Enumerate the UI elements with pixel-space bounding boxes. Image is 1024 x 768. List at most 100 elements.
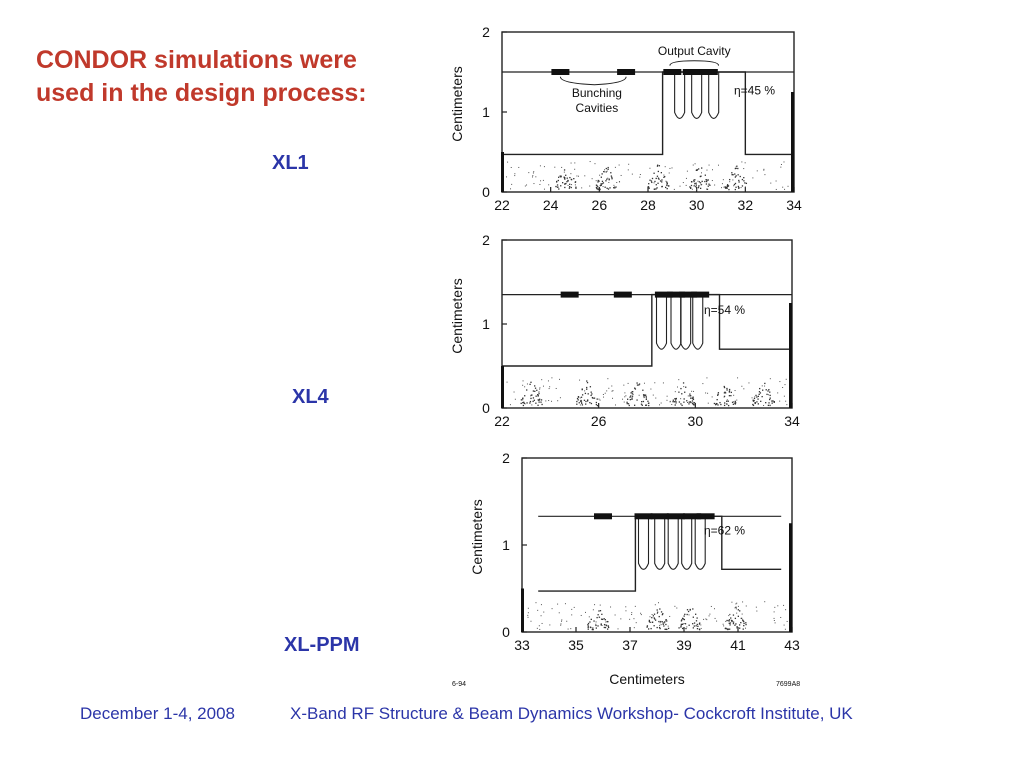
beam-bunch	[555, 169, 577, 190]
x-tick-label: 39	[676, 637, 692, 653]
efficiency-label: η=45 %	[734, 83, 775, 97]
y-tick-label: 2	[482, 232, 490, 248]
beam-bunch	[689, 167, 711, 190]
output-cavity-finger	[655, 294, 668, 350]
y-tick-label: 2	[502, 450, 510, 466]
cavity-block	[613, 291, 632, 298]
figure-code-left: 6-94	[452, 681, 466, 688]
y-axis-label: Centimeters	[449, 278, 465, 353]
cavity-block	[667, 291, 685, 298]
footer-event: X-Band RF Structure & Beam Dynamics Work…	[290, 704, 853, 723]
output-cavity-finger	[670, 294, 682, 350]
x-tick-label: 30	[688, 413, 704, 429]
beam-bunch	[752, 382, 775, 407]
cavity-block	[654, 291, 673, 298]
y-axis-label: Centimeters	[469, 499, 485, 574]
annotation-text: Bunching	[572, 86, 622, 100]
right-wall-bar	[789, 303, 792, 408]
plot-label-xl-ppm: XL-PPM	[284, 634, 360, 656]
annotation-text: Output Cavity	[658, 44, 731, 58]
efficiency-label: η=54 %	[704, 303, 745, 317]
beam-scatter	[506, 161, 789, 190]
x-tick-label: 37	[622, 637, 638, 653]
footer-date: December 1-4, 2008	[80, 704, 235, 723]
y-axis-label: Centimeters	[449, 66, 465, 141]
chart-xl1: 22 24 26 28 30 32 34 0 1 2 Centimeters η=45 % Output…	[449, 24, 802, 213]
beam-bunch	[678, 608, 701, 631]
beam-bunch	[647, 164, 670, 190]
x-tick-label: 43	[784, 637, 800, 653]
chart-xl4: 22 26 30 34 0 1 2 Centimeters η=54 %	[449, 232, 800, 429]
beam-profile-line	[502, 293, 792, 367]
efficiency-label: η=62 %	[704, 524, 745, 538]
beam-bunch	[576, 380, 599, 407]
y-tick-label: 0	[502, 624, 510, 640]
x-tick-label: 34	[784, 413, 800, 429]
cavity-block	[650, 513, 669, 520]
left-wall-bar	[501, 366, 504, 408]
cavity-block	[663, 69, 682, 75]
beam-scatter	[527, 601, 788, 630]
x-tick-label: 35	[568, 637, 584, 653]
cavity-block	[594, 513, 612, 520]
slide-title-line-2: used in the design process:	[36, 79, 367, 107]
output-cavity-finger	[667, 516, 679, 570]
x-tick-label: 32	[738, 197, 754, 213]
cavity-block	[691, 291, 710, 298]
plot-frame	[501, 31, 795, 193]
x-tick-label: 33	[514, 637, 530, 653]
figure-code-right: 7699A8	[776, 681, 800, 688]
beam-bunch	[626, 382, 650, 407]
beam-bunch	[724, 606, 747, 631]
x-tick-label: 30	[689, 197, 705, 213]
cavity-block	[560, 291, 579, 298]
y-tick-label: 0	[482, 184, 490, 200]
x-axis-label: Centimeters	[609, 671, 684, 687]
output-cavity-finger	[681, 516, 693, 570]
x-tick-label: 22	[494, 197, 510, 213]
chart-xl-ppm: 33 35 37 39 41 43 0 1 2 Centimeters Centimeters η=6…	[452, 450, 800, 688]
left-wall-bar	[521, 588, 524, 632]
beam-bunch	[595, 166, 617, 191]
x-tick-label: 41	[730, 637, 746, 653]
cavity-block	[634, 513, 653, 520]
beam-bunch	[646, 608, 670, 631]
y-tick-label: 1	[502, 537, 510, 553]
right-wall-bar	[789, 523, 792, 632]
plot-frame	[521, 457, 793, 633]
slide-title-line-1: CONDOR simulations were	[36, 46, 357, 74]
output-cavity-finger	[654, 516, 666, 570]
cavity-block	[551, 69, 570, 75]
cavity-block	[666, 513, 685, 520]
output-cavity-finger	[694, 516, 706, 570]
x-tick-label: 24	[543, 197, 559, 213]
annotation-text: Cavities	[576, 101, 619, 115]
cavity-block	[617, 69, 636, 75]
beam-bunch	[713, 385, 737, 407]
cavity-block	[683, 513, 702, 520]
output-cavity-finger	[691, 72, 703, 119]
output-cavity-finger	[680, 294, 692, 350]
x-tick-label: 26	[591, 413, 607, 429]
output-cavity-finger	[637, 516, 650, 570]
beam-scatter	[506, 377, 788, 406]
y-tick-label: 1	[482, 104, 490, 120]
output-cavity-finger	[708, 72, 720, 119]
slide-title: CONDOR simulations were used in the desi…	[36, 44, 436, 110]
plot-label-xl1: XL1	[272, 152, 309, 174]
x-tick-label: 26	[592, 197, 608, 213]
cavity-block	[699, 69, 718, 75]
y-tick-label: 1	[482, 316, 490, 332]
y-tick-label: 0	[482, 400, 490, 416]
beam-bunch	[672, 382, 696, 407]
right-wall-bar	[791, 92, 794, 192]
cavity-block	[679, 291, 698, 298]
cavity-block	[696, 513, 715, 520]
beam-bunch	[724, 165, 748, 191]
beam-bunch	[587, 610, 610, 631]
x-tick-label: 22	[494, 413, 510, 429]
output-cavity-finger	[674, 72, 686, 119]
plot-label-xl4: XL4	[292, 386, 329, 408]
bunching-cavities-bracket	[559, 76, 627, 86]
left-wall-bar	[501, 152, 504, 192]
